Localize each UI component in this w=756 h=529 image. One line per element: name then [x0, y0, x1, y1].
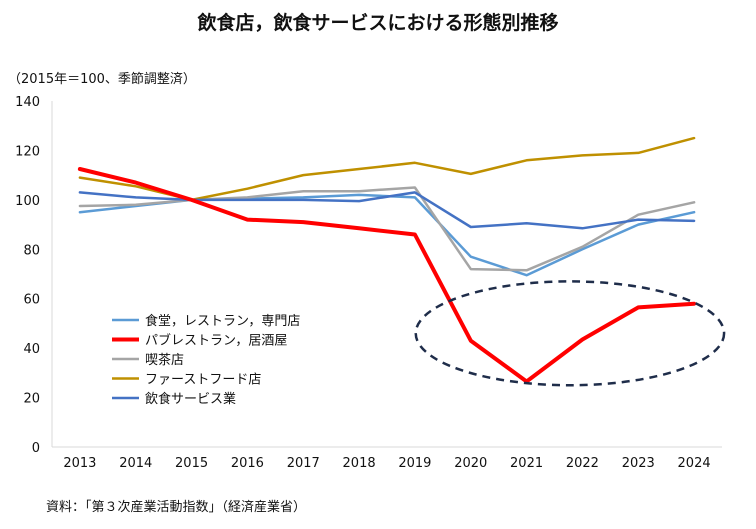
y-tick-label: 80 — [23, 243, 40, 258]
y-tick-label: 100 — [15, 194, 40, 209]
x-tick-label: 2014 — [119, 456, 152, 471]
legend-label: 食堂，レストラン，専門店 — [145, 313, 300, 329]
legend-label: 喫茶店 — [145, 352, 184, 368]
y-tick-label: 140 — [15, 95, 40, 110]
x-tick-label: 2016 — [231, 456, 264, 471]
series-lines — [77, 136, 697, 384]
y-tick-label: 60 — [23, 293, 40, 308]
legend-label: パブレストラン，居酒屋 — [145, 333, 287, 349]
y-tick-label: 120 — [15, 144, 40, 159]
unit-note: （2015年＝100、季節調整済） — [8, 72, 196, 87]
chart-title: 飲食店，飲食サービスにおける形態別推移 — [197, 12, 559, 34]
x-tick-label: 2017 — [287, 456, 320, 471]
legend-label: 飲食サービス業 — [145, 391, 236, 407]
y-tick-label: 20 — [23, 392, 40, 407]
y-tick-label: 0 — [32, 441, 40, 456]
x-tick-label: 2013 — [63, 456, 96, 471]
legend-label: ファーストフード店 — [145, 373, 261, 388]
x-tick-label: 2022 — [566, 456, 599, 471]
legend: 食堂，レストラン，専門店パブレストラン，居酒屋喫茶店ファーストフード店飲食サービ… — [112, 313, 300, 407]
highlight-ellipse — [414, 280, 726, 387]
x-tick-label: 2021 — [510, 456, 543, 471]
x-tick-label: 2024 — [678, 456, 711, 471]
annotations — [414, 280, 726, 387]
series-line-5 — [78, 191, 696, 230]
series-line-2 — [77, 167, 697, 384]
source-note: 資料：「第３次産業活動指数」（経済産業省） — [46, 500, 307, 515]
axes: 0 20 40 60 80 100 120 140 2013 2014 2015 2016 2017 20… — [15, 95, 722, 471]
x-tick-label: 2015 — [175, 456, 208, 471]
y-tick-label: 40 — [23, 342, 40, 357]
x-tick-label: 2019 — [398, 456, 431, 471]
x-tick-label: 2023 — [622, 456, 655, 471]
series-line-4 — [78, 136, 696, 202]
x-tick-label: 2020 — [454, 456, 487, 471]
x-tick-label: 2018 — [343, 456, 376, 471]
